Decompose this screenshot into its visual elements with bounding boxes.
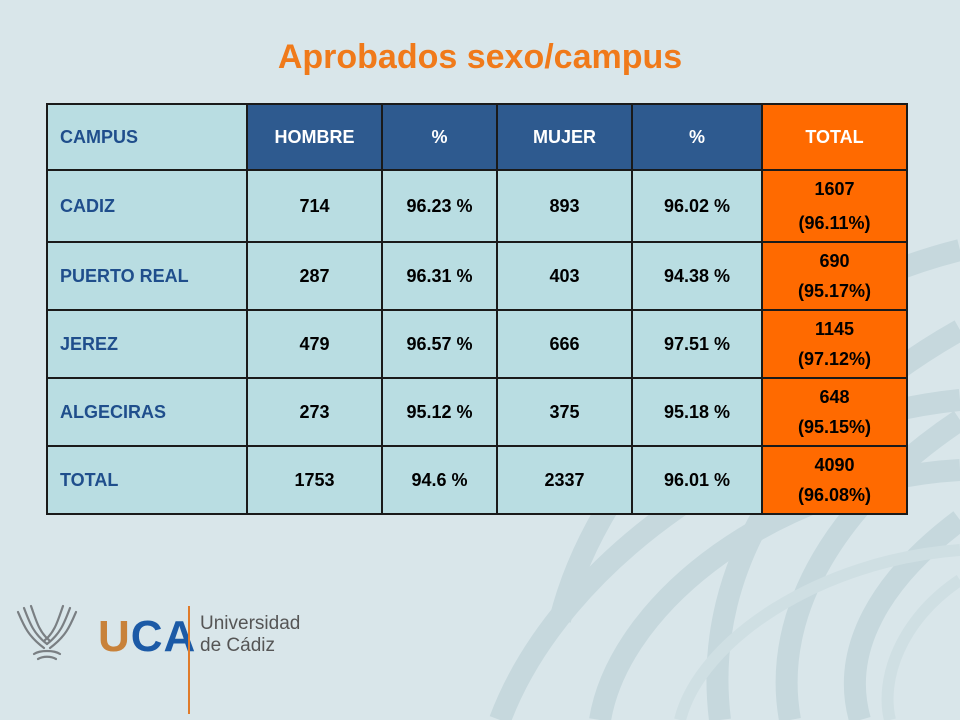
pct-hombre-cell: 96.23 %: [381, 169, 498, 243]
total-value: 4090: [814, 455, 855, 475]
total-percent: (97.12%): [797, 349, 872, 369]
hombre-cell: 287: [246, 241, 383, 311]
total-cell: 648 (95.15%): [761, 377, 908, 447]
column-header-hombre: HOMBRE: [246, 103, 383, 171]
pct-hombre-cell: 95.12 %: [381, 377, 498, 447]
mujer-cell: 2337: [496, 445, 633, 515]
total-value: 1607: [814, 179, 855, 199]
table-row: JEREZ 479 96.57 % 666 97.51 % 1145 (97.1…: [46, 309, 908, 379]
column-header-pct-hombre: %: [381, 103, 498, 171]
logo-text-universidad: Universidad: [200, 613, 301, 634]
total-cell: 1607 (96.11%): [761, 169, 908, 243]
mujer-cell: 375: [496, 377, 633, 447]
hombre-cell: 1753: [246, 445, 383, 515]
pct-mujer-cell: 96.02 %: [631, 169, 763, 243]
column-header-pct-mujer: %: [631, 103, 763, 171]
total-cell: 4090 (96.08%): [761, 445, 908, 515]
hombre-cell: 479: [246, 309, 383, 379]
table-row: PUERTO REAL 287 96.31 % 403 94.38 % 690 …: [46, 241, 908, 311]
uca-emblem-icon: [16, 604, 78, 661]
pct-mujer-cell: 95.18 %: [631, 377, 763, 447]
pct-mujer-cell: 97.51 %: [631, 309, 763, 379]
total-percent: (96.08%): [797, 485, 872, 505]
total-percent: (95.17%): [797, 281, 872, 301]
total-percent: (95.15%): [797, 417, 872, 437]
pct-mujer-cell: 94.38 %: [631, 241, 763, 311]
column-header-campus: CAMPUS: [46, 103, 248, 171]
campus-cell: CADIZ: [46, 169, 248, 243]
table-header-row: CAMPUS HOMBRE % MUJER % TOTAL: [46, 103, 908, 171]
table-row: CADIZ 714 96.23 % 893 96.02 % 1607 (96.1…: [46, 169, 908, 243]
logo-divider: [188, 606, 190, 714]
mujer-cell: 893: [496, 169, 633, 243]
hombre-cell: 273: [246, 377, 383, 447]
slide-title: Aprobados sexo/campus: [277, 38, 683, 76]
uca-wordmark: UCA: [98, 612, 197, 661]
mujer-cell: 666: [496, 309, 633, 379]
campus-cell: JEREZ: [46, 309, 248, 379]
campus-cell: ALGECIRAS: [46, 377, 248, 447]
table-row-total: TOTAL 1753 94.6 % 2337 96.01 % 4090 (96.…: [46, 445, 908, 515]
campus-cell: TOTAL: [46, 445, 248, 515]
pct-hombre-cell: 96.57 %: [381, 309, 498, 379]
total-value: 1145: [814, 319, 855, 339]
pct-hombre-cell: 94.6 %: [381, 445, 498, 515]
logo-text-de-cadiz: de Cádiz: [200, 635, 275, 656]
total-value: 648: [819, 387, 850, 407]
results-table: CAMPUS HOMBRE % MUJER % TOTAL CADIZ 714 …: [46, 103, 908, 515]
pct-mujer-cell: 96.01 %: [631, 445, 763, 515]
column-header-total: TOTAL: [761, 103, 908, 171]
mujer-cell: 403: [496, 241, 633, 311]
pct-hombre-cell: 96.31 %: [381, 241, 498, 311]
total-percent: (96.11%): [798, 213, 871, 233]
column-header-mujer: MUJER: [496, 103, 633, 171]
total-value: 690: [819, 251, 850, 271]
total-cell: 690 (95.17%): [761, 241, 908, 311]
university-logo: UCA Universidad de Cádiz: [14, 600, 314, 715]
total-cell: 1145 (97.12%): [761, 309, 908, 379]
campus-cell: PUERTO REAL: [46, 241, 248, 311]
hombre-cell: 714: [246, 169, 383, 243]
table-row: ALGECIRAS 273 95.12 % 375 95.18 % 648 (9…: [46, 377, 908, 447]
